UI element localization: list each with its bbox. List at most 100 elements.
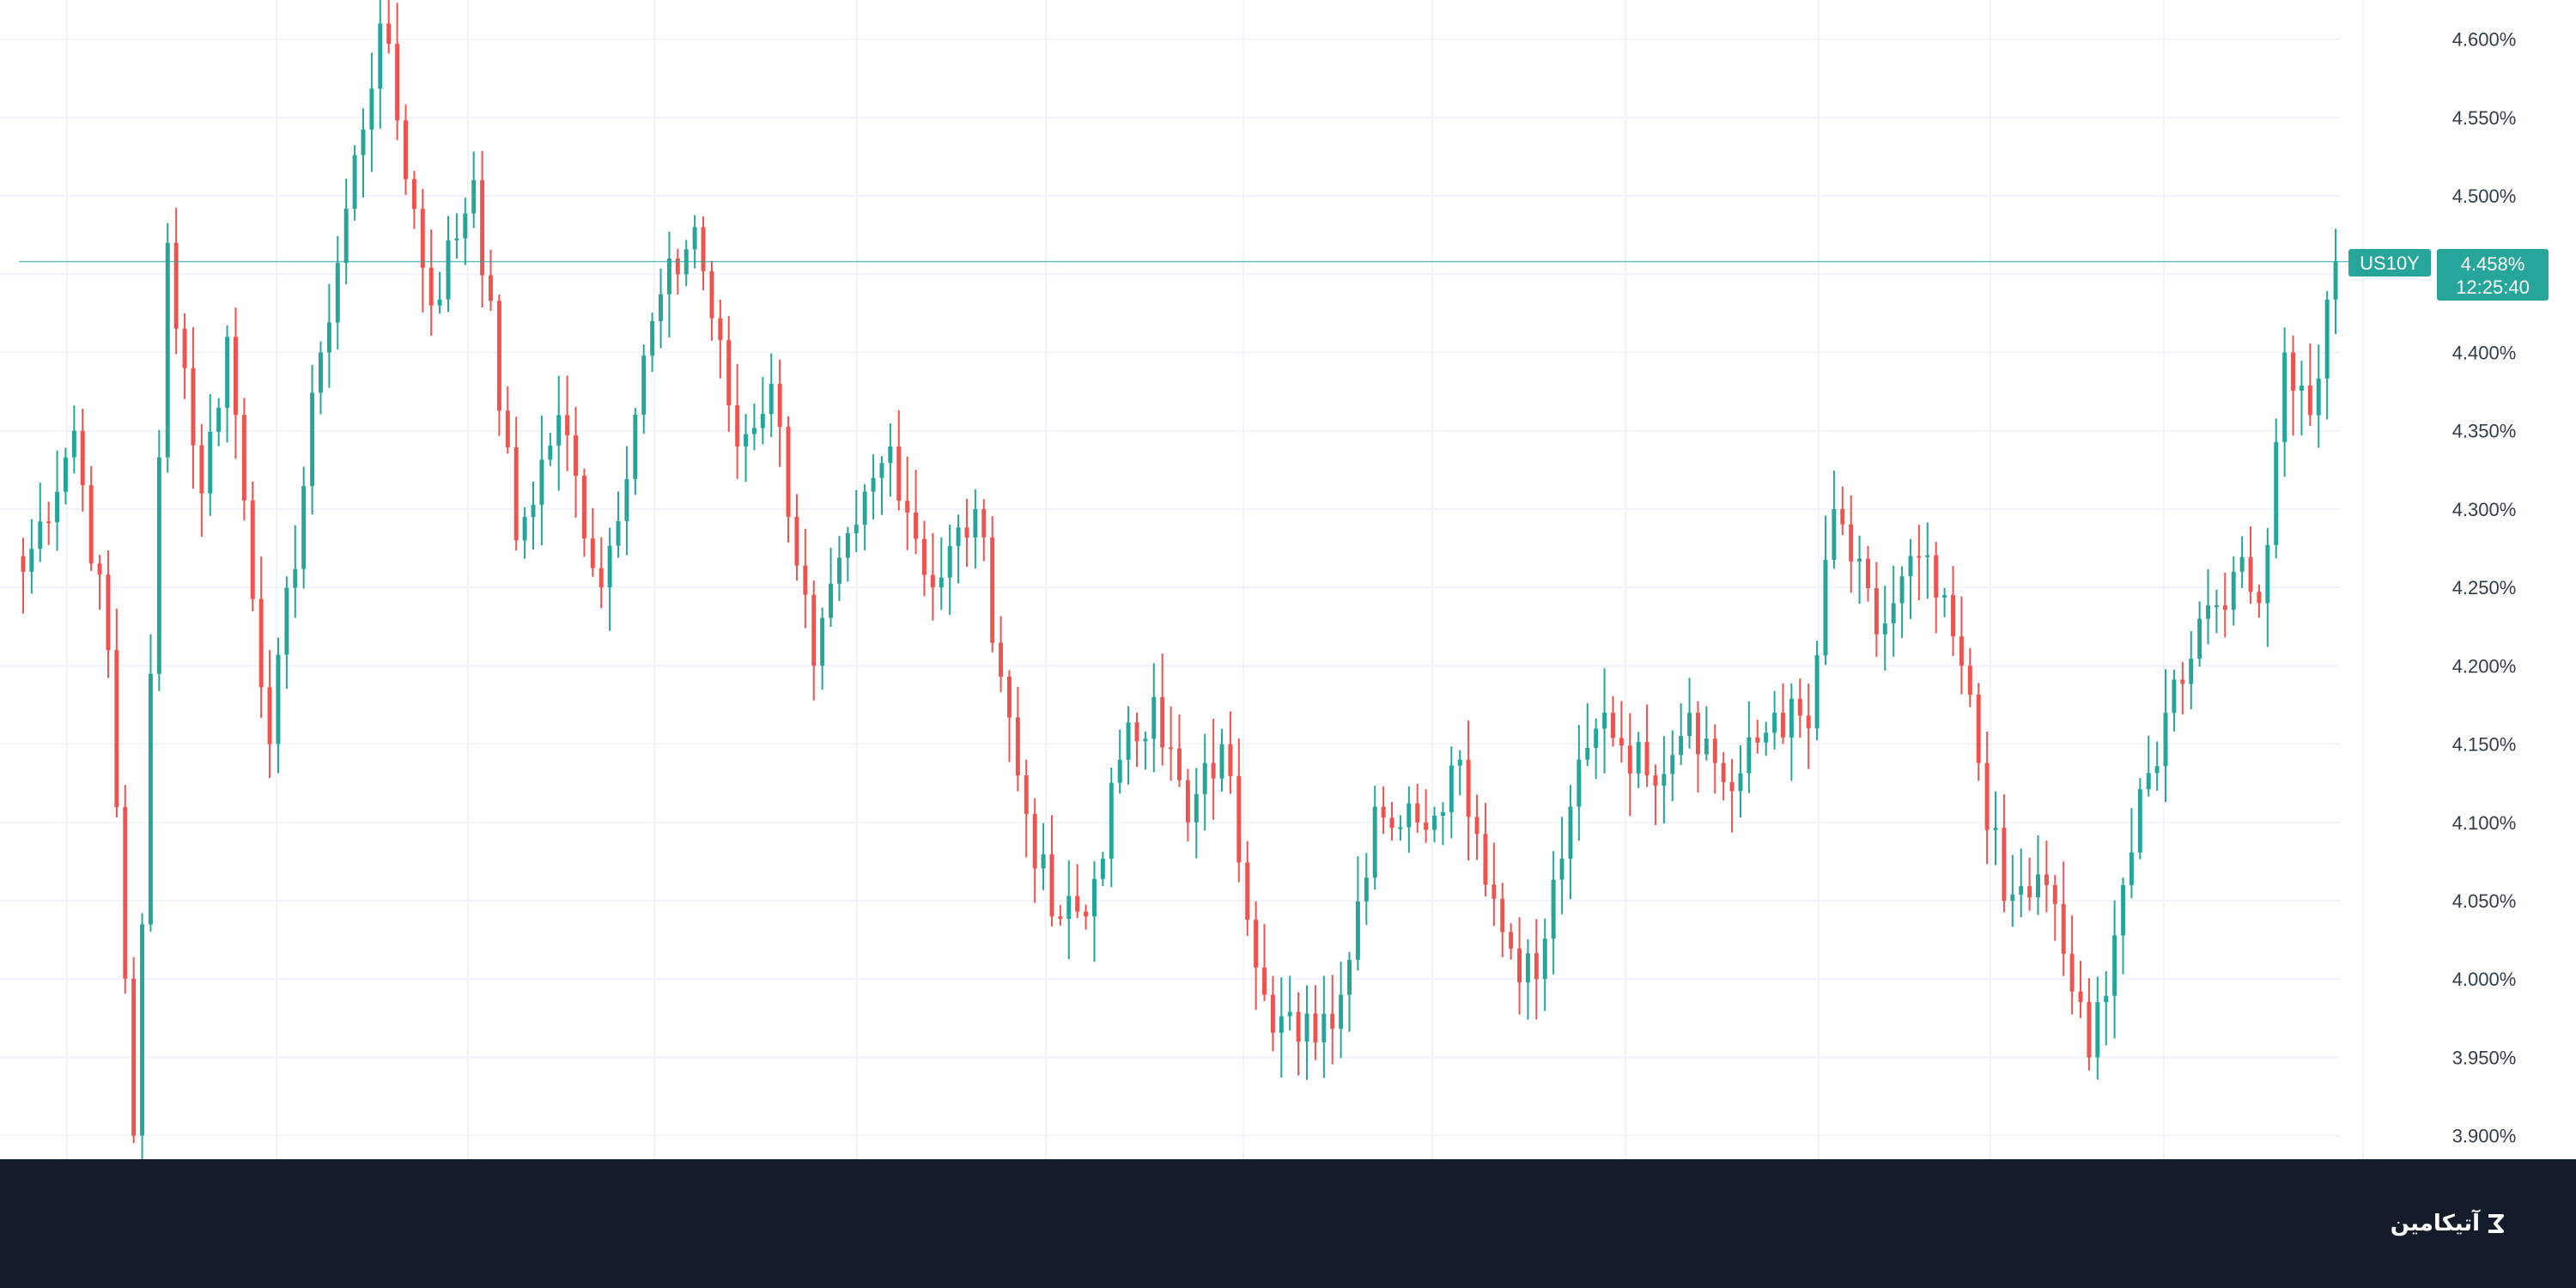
candle-down — [1866, 545, 1870, 602]
candle-body — [1415, 803, 1420, 823]
candle-down — [2061, 861, 2066, 976]
candle-up — [326, 283, 331, 388]
candle-up — [63, 447, 68, 505]
candle-body — [1236, 775, 1242, 863]
candle-body — [2231, 571, 2236, 611]
candle-down — [1007, 670, 1012, 762]
candle-body — [225, 337, 230, 408]
candle-body — [2189, 659, 2194, 684]
chart-area[interactable]: 4.600%4.550%4.500%4.450%4.400%4.350%4.30… — [0, 0, 2576, 1159]
candle-body — [2274, 441, 2279, 545]
candle-up — [659, 268, 664, 349]
candle-body — [2239, 556, 2245, 572]
candle-up — [2197, 601, 2202, 667]
candle-down — [1644, 704, 1649, 787]
candle-down — [1967, 647, 1972, 708]
candle-body — [760, 414, 765, 428]
candle-up — [1109, 768, 1114, 888]
candle-up — [2274, 418, 2279, 559]
candle-body — [140, 924, 145, 1136]
candle-up — [1679, 703, 1684, 765]
candle-up — [352, 145, 357, 221]
candle-body — [1951, 594, 1955, 637]
candle-body — [335, 263, 340, 323]
candle-body — [1993, 828, 1998, 830]
candle-up — [1347, 951, 1352, 1032]
candle-up — [1764, 721, 1769, 756]
candle-body — [46, 521, 52, 524]
candle-body — [1355, 901, 1360, 960]
candle-up — [71, 405, 76, 474]
candle-up — [956, 514, 961, 584]
candle-body — [1602, 713, 1607, 729]
candle-up — [1704, 706, 1709, 761]
candle-down — [2027, 857, 2032, 911]
candle-body — [1891, 603, 1896, 623]
candle-down — [46, 501, 52, 545]
candle-up — [1151, 663, 1157, 773]
candle-body — [2163, 713, 2168, 767]
candle-body — [1389, 817, 1394, 829]
candle-up — [276, 637, 281, 774]
candle-down — [709, 260, 714, 341]
candle-down — [1254, 901, 1259, 1011]
candlestick-chart[interactable]: 4.600%4.550%4.500%4.450%4.400%4.350%4.30… — [0, 0, 2576, 1159]
candle-body — [2104, 995, 2109, 1003]
candle-body — [879, 463, 884, 478]
candle-body — [404, 120, 408, 179]
candle-body — [1866, 558, 1870, 589]
candle-down — [97, 555, 102, 611]
candle-body — [964, 527, 969, 538]
candle-body — [2121, 884, 2125, 936]
candle-down — [1797, 678, 1802, 738]
candle-body — [284, 587, 289, 655]
candle-down — [675, 248, 680, 295]
candle-down — [1015, 686, 1020, 792]
candle-body — [55, 491, 60, 523]
candle-body — [2333, 261, 2338, 300]
candle-down — [123, 785, 128, 994]
candle-body — [1432, 815, 1437, 830]
candle-up — [1594, 718, 1599, 780]
candle-body — [956, 527, 961, 546]
candle-body — [666, 258, 671, 295]
candle-body — [310, 392, 315, 487]
candle-body — [718, 318, 723, 341]
y-tick-label: 3.950% — [2452, 1047, 2517, 1068]
candle-body — [1457, 759, 1462, 766]
candle-down — [267, 650, 272, 779]
candle-body — [2002, 828, 2007, 901]
candle-body — [1823, 560, 1828, 656]
candle-up — [1585, 702, 1590, 767]
brand-logo[interactable]: آتیکامین — [2391, 1211, 2507, 1236]
candle-down — [1755, 720, 1760, 754]
candle-up — [156, 429, 161, 691]
candle-body — [241, 415, 246, 501]
candle-up — [1568, 785, 1573, 900]
candle-down — [420, 189, 425, 313]
candle-down — [1058, 904, 1063, 926]
candle-down — [1806, 683, 1811, 769]
candle-down — [981, 499, 987, 562]
y-tick-label: 4.100% — [2452, 812, 2517, 834]
candle-down — [1781, 683, 1785, 744]
candle-up — [343, 178, 349, 284]
candle-body — [2324, 299, 2330, 379]
candle-down — [1075, 864, 1080, 919]
candle-up — [2137, 778, 2142, 860]
candle-body — [2180, 679, 2185, 684]
candle-up — [2095, 976, 2100, 1080]
candle-body — [496, 301, 501, 411]
candle-body — [777, 383, 782, 428]
candle-up — [361, 108, 366, 197]
candle-up — [38, 483, 43, 562]
candle-up — [1194, 768, 1199, 859]
candle-body — [1440, 811, 1445, 816]
candle-up — [760, 377, 765, 445]
candle-up — [378, 0, 383, 129]
candle-down — [718, 300, 723, 379]
candle-down — [1509, 923, 1514, 960]
candle-body — [1772, 713, 1777, 733]
candle-body — [1577, 759, 1582, 807]
candle-body — [1568, 806, 1573, 860]
